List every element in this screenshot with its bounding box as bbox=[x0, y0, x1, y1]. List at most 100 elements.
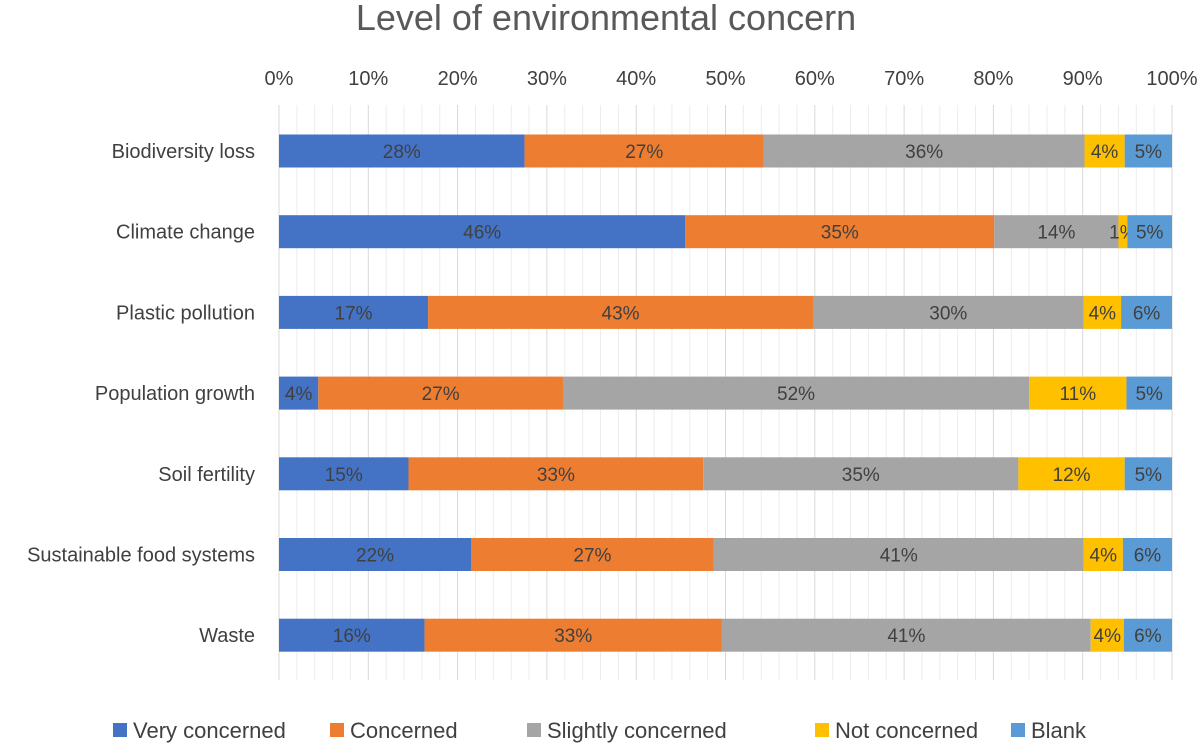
x-tick-label: 20% bbox=[438, 68, 478, 90]
data-label: 15% bbox=[325, 465, 363, 486]
bar-segment bbox=[318, 376, 563, 410]
legend-swatch bbox=[330, 723, 344, 737]
data-label: 12% bbox=[1053, 465, 1091, 486]
category-label: Climate change bbox=[116, 222, 255, 244]
legend-label: Not concerned bbox=[835, 718, 978, 743]
bar-segment bbox=[721, 618, 1091, 652]
bar-segment bbox=[424, 618, 722, 652]
category-label: Plastic pollution bbox=[116, 302, 255, 324]
data-label: 33% bbox=[537, 465, 575, 486]
data-label: 36% bbox=[905, 142, 943, 163]
legend-label: Concerned bbox=[350, 718, 458, 743]
legend-label: Slightly concerned bbox=[547, 718, 727, 743]
data-label: 11% bbox=[1059, 384, 1096, 405]
bar-segment bbox=[1123, 618, 1172, 652]
data-label: 27% bbox=[625, 142, 663, 163]
data-label: 27% bbox=[422, 384, 460, 405]
bar-segment bbox=[279, 376, 319, 410]
data-label: 5% bbox=[1136, 223, 1164, 244]
category-labels: Biodiversity loss Climate change Plastic p… bbox=[27, 141, 255, 647]
bar-segment bbox=[428, 295, 814, 329]
bar-segment bbox=[713, 538, 1084, 571]
data-label: 41% bbox=[887, 626, 925, 647]
bar-segment bbox=[1118, 215, 1128, 249]
data-label: 33% bbox=[554, 626, 592, 647]
bar-segment bbox=[279, 618, 425, 652]
bar-segment bbox=[1124, 134, 1172, 168]
data-label: 4% bbox=[1091, 142, 1119, 163]
category-label: Soil fertility bbox=[158, 464, 255, 486]
data-label: 22% bbox=[356, 546, 394, 567]
category-label: Biodiversity loss bbox=[112, 141, 255, 163]
data-label: 4% bbox=[1094, 626, 1122, 647]
bar-segment bbox=[1029, 376, 1127, 410]
bar-segment bbox=[524, 134, 764, 168]
data-label: 6% bbox=[1134, 546, 1162, 567]
data-label: 46% bbox=[463, 223, 501, 244]
data-label: 17% bbox=[335, 303, 373, 324]
data-label: 41% bbox=[880, 546, 918, 567]
legend-label: Blank bbox=[1031, 718, 1087, 743]
legend-swatch bbox=[527, 723, 541, 737]
data-label: 28% bbox=[383, 142, 421, 163]
x-tick-label: 30% bbox=[527, 68, 567, 90]
bar-segment bbox=[1127, 215, 1172, 249]
x-tick-label: 80% bbox=[973, 68, 1013, 90]
bar-segment bbox=[813, 295, 1084, 329]
chart-title: Level of environmental concern bbox=[356, 0, 856, 38]
bar-segment bbox=[1084, 134, 1125, 168]
bar-segment bbox=[279, 538, 471, 571]
data-label: 4% bbox=[285, 384, 313, 405]
category-label: Sustainable food systems bbox=[27, 545, 255, 567]
data-label: 5% bbox=[1135, 384, 1163, 405]
data-label: 6% bbox=[1133, 303, 1161, 324]
bar-segment bbox=[279, 134, 525, 168]
bar-segment bbox=[562, 376, 1030, 410]
x-tick-label: 0% bbox=[265, 68, 294, 90]
bar-segment bbox=[763, 134, 1085, 168]
data-label: 5% bbox=[1135, 142, 1163, 163]
bar-segment bbox=[279, 457, 409, 491]
bar-segment bbox=[1090, 618, 1124, 652]
x-tick-label: 40% bbox=[616, 68, 656, 90]
x-tick-label: 50% bbox=[705, 68, 745, 90]
x-tick-label: 100% bbox=[1146, 68, 1197, 90]
legend-label: Very concerned bbox=[133, 718, 286, 743]
data-label: 4% bbox=[1089, 303, 1117, 324]
category-label: Waste bbox=[199, 625, 255, 647]
x-tick-label: 60% bbox=[795, 68, 835, 90]
data-label: 52% bbox=[777, 384, 815, 405]
data-label: 27% bbox=[573, 546, 611, 567]
category-label: Population growth bbox=[95, 383, 255, 405]
bar-segment bbox=[470, 538, 714, 571]
x-tick-label: 10% bbox=[348, 68, 388, 90]
x-axis-ticks: 0% 10% 20% 30% 40% 50% 60% 70% 80% 90% 100% bbox=[265, 68, 1198, 90]
data-label: 35% bbox=[821, 223, 859, 244]
bar-segment bbox=[1121, 295, 1172, 329]
bar-segment bbox=[1083, 538, 1123, 571]
bar-segment bbox=[279, 215, 686, 249]
data-label: 4% bbox=[1090, 546, 1118, 567]
bar-segment bbox=[279, 295, 429, 329]
data-label: 35% bbox=[842, 465, 880, 486]
bar-segment bbox=[1083, 295, 1122, 329]
legend-swatch bbox=[1011, 723, 1025, 737]
bar-segment bbox=[703, 457, 1019, 491]
data-label: 43% bbox=[602, 303, 640, 324]
bar-segment bbox=[1018, 457, 1125, 491]
bar-segment bbox=[994, 215, 1119, 249]
bar-segment bbox=[1124, 457, 1172, 491]
legend: Very concerned Concerned Slightly concerne… bbox=[113, 718, 1087, 743]
legend-swatch bbox=[815, 723, 829, 737]
bar-segment bbox=[1122, 538, 1172, 571]
x-tick-label: 70% bbox=[884, 68, 924, 90]
bar-segment bbox=[408, 457, 704, 491]
data-label: 30% bbox=[929, 303, 967, 324]
bar-segment bbox=[685, 215, 995, 249]
data-label: 16% bbox=[333, 626, 371, 647]
data-label: 5% bbox=[1135, 465, 1163, 486]
data-label: 6% bbox=[1134, 626, 1162, 647]
bar-segment bbox=[1126, 376, 1172, 410]
x-tick-label: 90% bbox=[1063, 68, 1103, 90]
